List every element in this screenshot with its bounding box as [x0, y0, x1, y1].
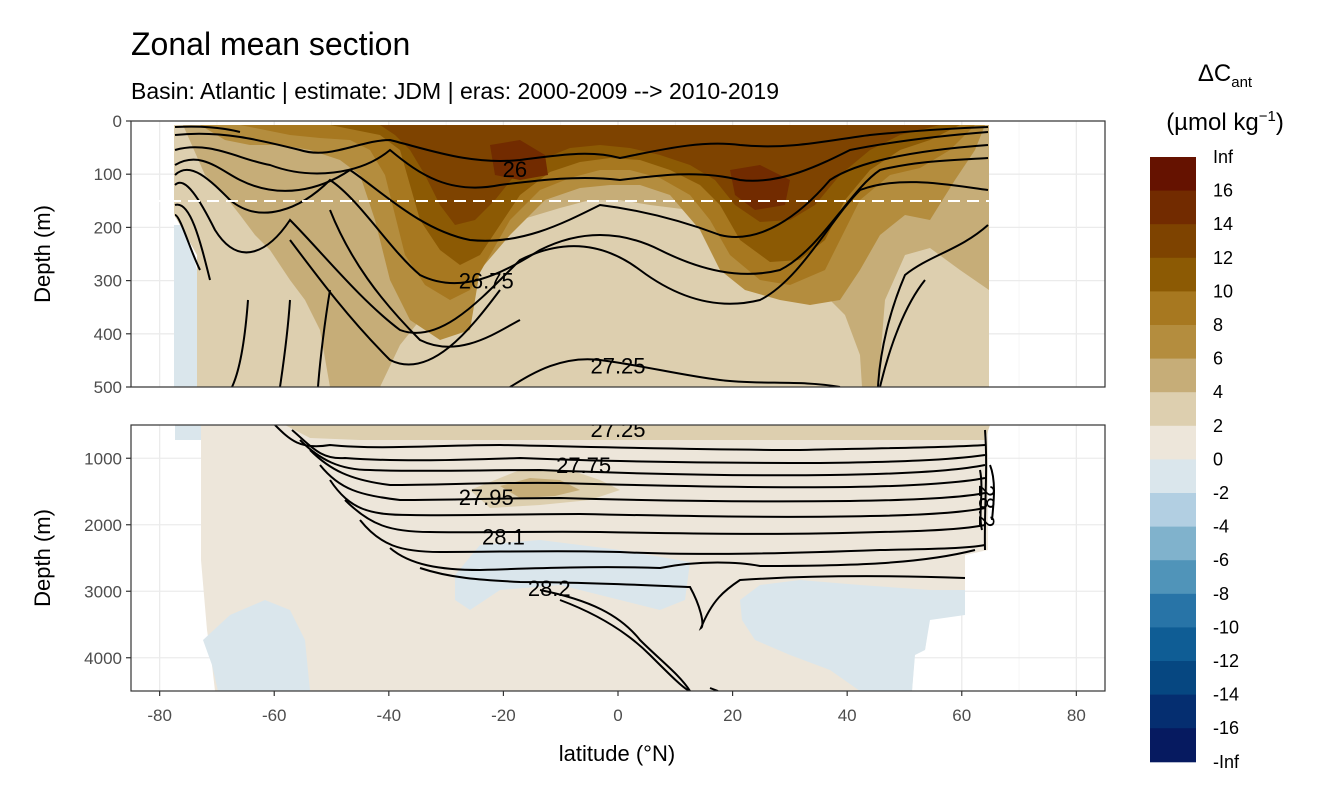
anomaly-neg-region	[174, 225, 197, 387]
legend-title: ΔCant	[1198, 60, 1253, 91]
legend-swatch	[1150, 526, 1196, 561]
upper-panel-border	[130, 120, 1106, 388]
anomaly-neg-central-region	[455, 540, 690, 610]
y-tick-label: 300	[94, 272, 122, 291]
isopycnal-labels: 26 26.75 27.25 27.25 27.75 27.95 28.1 28.2 28.2	[459, 157, 999, 601]
legend-title-subscript: ant	[1231, 74, 1253, 91]
x-tick-label: -20	[491, 706, 516, 725]
legend-label: -8	[1213, 584, 1229, 604]
isopycnal-label: 26.75	[459, 269, 514, 294]
lower-panel	[130, 424, 1106, 692]
y-tick-label: 1000	[84, 449, 122, 468]
legend-swatch	[1150, 728, 1196, 763]
legend-label: -6	[1213, 550, 1229, 570]
legend-swatch	[1150, 593, 1196, 628]
legend-label: -4	[1213, 517, 1229, 537]
anomaly-14-16-region	[490, 140, 790, 210]
legend-label: Inf	[1213, 147, 1234, 167]
legend-label: -16	[1213, 718, 1239, 738]
legend-swatch	[1150, 694, 1196, 729]
x-tick-label: 20	[723, 706, 742, 725]
y-tick-label: 500	[94, 378, 122, 397]
legend-label: 6	[1213, 349, 1223, 369]
legend-label: 12	[1213, 248, 1233, 268]
legend-label: -14	[1213, 685, 1239, 705]
isopycnal-label: 28.1	[482, 525, 525, 550]
lower-panel-field	[175, 425, 995, 691]
upper-panel-field	[131, 125, 1105, 387]
x-axis: -80 -60 -40 -20 0 20 40 60 80	[147, 691, 1086, 725]
color-legend: ΔCant (µmol kg−1) Inf 16 14 12 10 8 6 4 2 0 -2 -4 -6…	[1150, 60, 1284, 772]
upper-y-axis-title: Depth (m)	[30, 205, 55, 303]
legend-swatch	[1150, 157, 1196, 192]
legend-label: -10	[1213, 617, 1239, 637]
legend-units-superscript: −1	[1259, 108, 1276, 125]
legend-swatch	[1150, 425, 1196, 460]
legend-swatch	[1150, 392, 1196, 427]
legend-swatch	[1150, 190, 1196, 225]
x-tick-label: 80	[1067, 706, 1086, 725]
chart-subtitle: Basin: Atlantic | estimate: JDM | eras: …	[131, 78, 779, 104]
legend-swatch	[1150, 627, 1196, 662]
legend-units: (µmol kg−1)	[1166, 108, 1284, 136]
isopycnal-label: 27.95	[459, 485, 514, 510]
legend-swatch	[1150, 325, 1196, 360]
y-tick-label: 2000	[84, 516, 122, 535]
legend-tick-labels: Inf 16 14 12 10 8 6 4 2 0 -2 -4 -6 -8 -10 -12 -14 -16 -Inf	[1213, 147, 1240, 772]
x-tick-label: -40	[377, 706, 402, 725]
x-tick-label: 0	[613, 706, 622, 725]
legend-swatch	[1150, 493, 1196, 528]
legend-label: 2	[1213, 416, 1223, 436]
legend-swatch	[1150, 358, 1196, 393]
upper-panel	[130, 120, 1106, 388]
lower-isopycnal-lines	[274, 425, 995, 691]
isopycnal-label: 27.25	[590, 354, 645, 379]
y-tick-label: 3000	[84, 582, 122, 601]
legend-label: -2	[1213, 483, 1229, 503]
chart-title: Zonal mean section	[131, 26, 410, 62]
x-tick-label: -80	[147, 706, 172, 725]
legend-label: 4	[1213, 382, 1223, 402]
legend-label: -12	[1213, 651, 1239, 671]
legend-label: 0	[1213, 449, 1223, 469]
isopycnal-label: 26	[503, 157, 527, 182]
isopycnal-label: 27.75	[556, 453, 611, 478]
isopycnal-label: 27.25	[590, 417, 645, 442]
legend-title-main: ΔC	[1198, 60, 1231, 87]
legend-swatch	[1150, 224, 1196, 259]
legend-colorbar	[1150, 157, 1196, 763]
upper-isopycnal-lines	[174, 125, 989, 387]
lower-y-axis-title: Depth (m)	[30, 509, 55, 607]
anomaly-neg-east-region	[740, 580, 965, 691]
legend-label: 8	[1213, 315, 1223, 335]
y-tick-label: 100	[94, 165, 122, 184]
x-tick-label: -60	[262, 706, 287, 725]
lower-y-axis: 1000 2000 3000 4000	[84, 449, 131, 668]
upper-y-axis: 0 100 200 300 400 500	[94, 112, 131, 397]
anomaly-neg-west-region	[175, 425, 310, 691]
isopycnal-label: 28.2	[974, 485, 999, 528]
legend-swatch	[1150, 257, 1196, 292]
anomaly-2-4-region	[285, 425, 990, 508]
legend-label: 10	[1213, 281, 1233, 301]
y-tick-label: 0	[113, 112, 122, 131]
x-tick-label: 40	[838, 706, 857, 725]
legend-label: 16	[1213, 181, 1233, 201]
legend-swatch	[1150, 291, 1196, 326]
legend-units-suffix: )	[1276, 109, 1284, 136]
legend-swatch	[1150, 661, 1196, 696]
x-tick-label: 60	[952, 706, 971, 725]
legend-swatch	[1150, 459, 1196, 494]
x-axis-title: latitude (°N)	[559, 741, 675, 766]
y-tick-label: 400	[94, 325, 122, 344]
y-tick-label: 200	[94, 218, 122, 237]
legend-label: 14	[1213, 214, 1233, 234]
isopycnal-label: 28.2	[528, 576, 571, 601]
y-tick-label: 4000	[84, 649, 122, 668]
legend-swatch	[1150, 560, 1196, 595]
legend-units-prefix: (µmol kg	[1166, 109, 1259, 136]
legend-label: -Inf	[1213, 752, 1240, 772]
